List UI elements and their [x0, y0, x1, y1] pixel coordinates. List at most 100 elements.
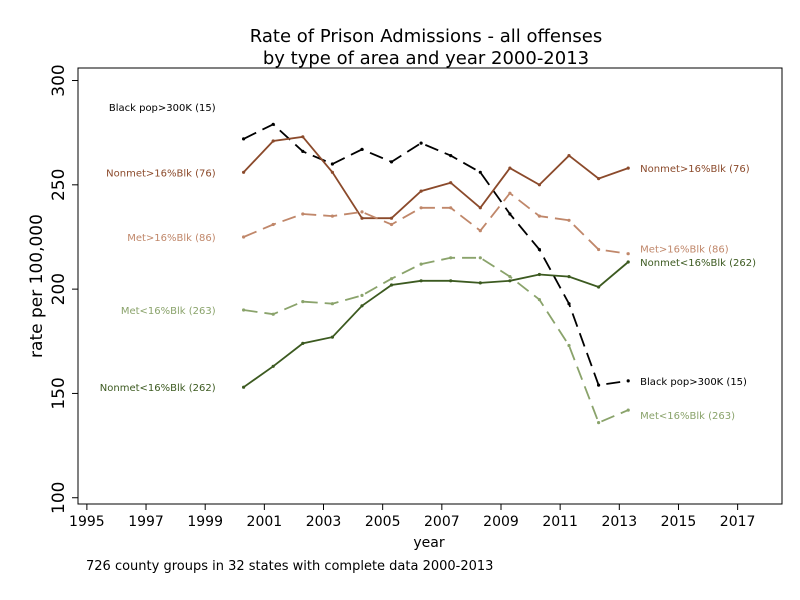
- series-right-label: Met<16%Blk (263): [640, 411, 735, 422]
- series-line: [243, 256, 629, 424]
- series-right-label: Nonmet>16%Blk (76): [640, 164, 750, 175]
- x-tick-label: 1999: [187, 514, 223, 530]
- data-point: [330, 162, 334, 166]
- data-point: [597, 177, 601, 181]
- data-point: [567, 302, 571, 306]
- data-point: [360, 210, 364, 214]
- series-left-label: Met<16%Blk (263): [121, 306, 216, 317]
- plot-area-frame: [77, 67, 783, 505]
- series-left-label: Nonmet<16%Blk (262): [100, 383, 216, 394]
- data-point: [360, 304, 364, 308]
- data-point: [330, 302, 334, 306]
- y-tick-label: 300: [49, 64, 69, 96]
- x-tick-label: 2009: [483, 514, 519, 530]
- series-right-label: Black pop>300K (15): [640, 377, 747, 388]
- series-labels-layer: Black pop>300K (15) Black pop>300K (15) No…: [100, 103, 756, 422]
- data-point: [626, 260, 630, 264]
- data-point: [271, 364, 275, 368]
- data-point: [389, 216, 394, 220]
- data-point: [449, 181, 453, 185]
- data-point: [537, 183, 542, 187]
- x-tick-label: 2001: [247, 514, 283, 530]
- data-point: [567, 218, 571, 222]
- series-left-label: Nonmet>16%Blk (76): [106, 168, 216, 179]
- data-point: [449, 154, 453, 158]
- data-point: [330, 214, 334, 218]
- data-point: [449, 256, 453, 260]
- data-point: [389, 277, 394, 281]
- series-left-label: Black pop>300K (15): [109, 103, 216, 114]
- series-group: [242, 122, 630, 387]
- data-point: [626, 166, 630, 170]
- series-group: [242, 256, 630, 425]
- data-point: [567, 343, 571, 348]
- data-point: [242, 308, 246, 312]
- data-point: [567, 275, 571, 279]
- data-point: [389, 160, 394, 164]
- data-point: [597, 383, 601, 387]
- chart-subtitle: by type of area and year 2000-2013: [263, 48, 589, 69]
- series-group: [242, 135, 630, 220]
- data-point: [301, 300, 305, 304]
- data-point: [271, 312, 275, 316]
- data-point: [508, 275, 512, 279]
- data-point: [330, 335, 334, 339]
- data-point: [360, 147, 364, 151]
- data-point: [301, 149, 305, 153]
- data-point: [478, 206, 482, 210]
- data-point: [301, 341, 305, 345]
- data-point: [537, 272, 542, 277]
- series-group: [242, 260, 630, 389]
- y-tick-label: 200: [49, 273, 69, 305]
- data-point: [508, 166, 512, 170]
- data-point: [449, 206, 453, 210]
- data-point: [449, 279, 453, 283]
- series-left-label: Met>16%Blk (86): [127, 233, 216, 244]
- x-tick-label: 2003: [306, 514, 342, 530]
- x-axis: 1995 1997 1999 2001 2003 2005 2007 2009 2011 2013…: [69, 504, 755, 530]
- data-point: [508, 191, 512, 195]
- series-layer: [242, 122, 630, 425]
- data-point: [389, 222, 394, 227]
- chart-title: Rate of Prison Admissions - all offenses: [250, 26, 602, 47]
- x-tick-label: 2017: [720, 514, 756, 530]
- data-point: [419, 141, 423, 145]
- y-tick-label: 250: [49, 169, 69, 201]
- data-point: [271, 222, 275, 227]
- data-point: [242, 235, 246, 239]
- data-point: [478, 229, 482, 233]
- x-tick-label: 2015: [661, 514, 697, 530]
- data-point: [597, 421, 601, 425]
- data-point: [478, 170, 482, 174]
- series-right-label: Nonmet<16%Blk (262): [640, 258, 756, 269]
- data-point: [626, 252, 630, 256]
- data-point: [360, 293, 364, 297]
- data-point: [626, 408, 630, 412]
- data-point: [419, 279, 423, 283]
- data-point: [419, 262, 423, 266]
- data-point: [242, 137, 246, 141]
- data-point: [597, 247, 601, 252]
- data-point: [478, 281, 482, 285]
- series-line: [243, 261, 629, 388]
- series-group: [242, 191, 630, 256]
- data-point: [360, 216, 364, 220]
- series-line: [242, 135, 629, 220]
- data-point: [508, 279, 512, 283]
- y-axis-label: rate per 100,000: [27, 214, 47, 358]
- series-line: [243, 123, 629, 387]
- data-point: [419, 189, 423, 193]
- x-tick-label: 2007: [424, 514, 460, 530]
- data-point: [271, 139, 275, 143]
- data-point: [242, 385, 246, 389]
- data-point: [271, 122, 275, 126]
- x-tick-label: 2005: [365, 514, 401, 530]
- data-point: [301, 212, 305, 216]
- x-tick-label: 2011: [542, 514, 578, 530]
- data-point: [330, 170, 334, 174]
- data-point: [242, 170, 246, 174]
- x-tick-label: 1997: [128, 514, 164, 530]
- data-point: [419, 206, 423, 210]
